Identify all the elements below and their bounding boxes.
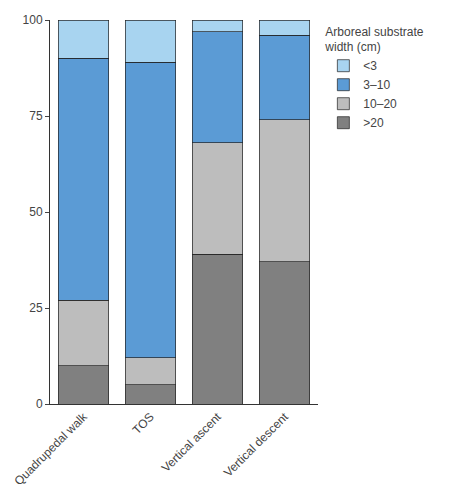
svg-text:Vertical ascent: Vertical ascent — [159, 409, 225, 475]
svg-text:Quadrupedal walk: Quadrupedal walk — [12, 409, 91, 488]
svg-text:Vertical descent: Vertical descent — [221, 409, 291, 479]
svg-text:3–10: 3–10 — [363, 78, 390, 92]
svg-text:100: 100 — [23, 13, 43, 27]
svg-text:>20: >20 — [363, 116, 384, 130]
svg-text:<3: <3 — [363, 59, 377, 73]
svg-text:10–20: 10–20 — [363, 97, 397, 111]
svg-text:TOS: TOS — [130, 410, 157, 437]
svg-text:Arboreal substratewidth (cm): Arboreal substratewidth (cm) — [324, 25, 423, 55]
svg-text:75: 75 — [29, 109, 43, 123]
svg-text:0: 0 — [36, 397, 43, 411]
svg-text:50: 50 — [29, 205, 43, 219]
svg-text:25: 25 — [29, 301, 43, 315]
